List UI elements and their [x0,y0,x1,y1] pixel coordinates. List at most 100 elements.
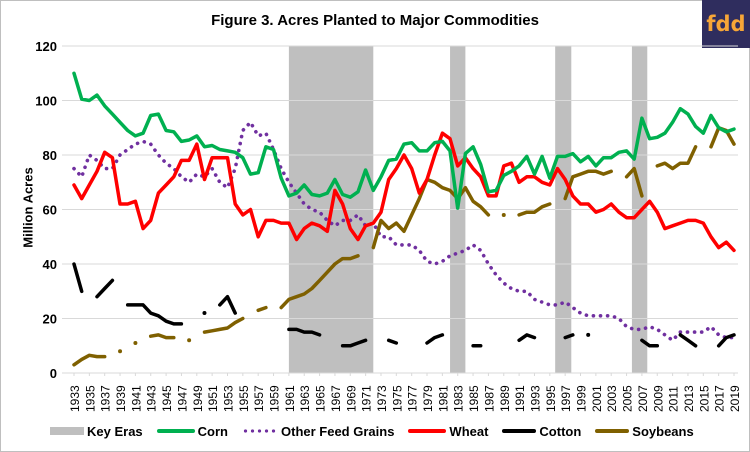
legend: Key Eras Corn Other Feed Grains Wheat Co… [50,419,750,443]
y-tick-label: 0 [50,366,57,381]
x-tick-label: 1977 [406,385,420,412]
x-tick-label: 1935 [83,385,97,412]
series-point-soybeans [501,212,506,217]
y-tick-label: 120 [35,39,57,54]
x-tick-label: 2007 [636,385,650,412]
x-tick-label: 1947 [175,385,189,412]
series-wheat [72,131,736,253]
x-tick-label: 1955 [237,385,251,412]
series-line-soybeans [371,177,491,250]
legend-item-soybeans: Soybeans [595,423,694,439]
x-tick-label: 2017 [713,385,727,412]
series-line-soybeans [517,202,552,217]
legend-label: Cotton [539,423,582,439]
x-tick-label: 1945 [160,385,174,412]
series-line-cotton [95,278,115,299]
series-line-cotton [517,333,537,343]
series-line-soybeans [279,254,360,310]
x-tick-label: 1949 [191,385,205,412]
x-tick-label: 1985 [467,385,481,412]
x-tick-label: 1953 [221,385,235,412]
x-tick-label: 2003 [605,385,619,412]
series-line-other-feed-grains [72,120,736,343]
x-tick-label: 1997 [559,385,573,412]
series-line-soybeans [655,145,698,171]
y-tick-label: 60 [43,203,57,218]
legend-label: Soybeans [632,423,694,439]
x-tick-label: 1943 [145,385,159,412]
series-line-cotton [563,333,575,340]
x-tick-label: 2011 [667,386,681,412]
y-tick-label: 20 [43,312,57,327]
x-tick-label: 2019 [728,385,742,412]
series-line-cotton [425,333,445,345]
fdd-logo: fdd [702,0,750,48]
series-line-cotton [340,338,368,348]
series-line-cotton [72,262,84,294]
x-tick-label: 1937 [99,385,113,412]
x-tick-label: 1965 [314,385,328,412]
series-soybeans [72,126,736,367]
x-tick-label: 1987 [482,385,496,412]
x-tick-label: 1973 [375,385,389,412]
legend-label: Other Feed Grains [281,423,395,439]
legend-swatch-key-eras [50,427,84,435]
legend-item-key-eras: Key Eras [50,424,143,439]
series-point-cotton [202,311,207,316]
x-tick-label: 1959 [268,385,282,412]
legend-item-wheat: Wheat [408,424,488,439]
series-point-soybeans [118,349,123,354]
legend-swatch-corn [156,429,195,433]
series-corn [72,71,736,210]
series-line-cotton [640,338,660,348]
y-tick-label: 40 [43,257,57,272]
series-line-cotton [287,327,322,337]
x-tick-label: 2013 [682,385,696,412]
series-line-cotton [125,303,184,326]
legend-swatch-cotton [502,429,537,433]
series-line-soybeans [256,305,268,313]
legend-item-cotton: Cotton [502,424,581,439]
legend-swatch-other-feed-grains [242,428,278,434]
x-tick-label: 2009 [651,385,665,412]
x-tick-label: 2005 [621,385,635,412]
x-tick-label: 1961 [283,385,297,412]
series-line-cotton [716,333,736,348]
series-line-soybeans [563,169,613,201]
series-point-soybeans [187,338,192,343]
series-line-cotton [218,294,237,315]
x-tick-label: 1933 [68,385,82,412]
x-tick-label: 1995 [544,385,558,412]
series-point-cotton [586,332,591,337]
legend-swatch-soybeans [595,429,630,433]
x-tick-label: 1999 [575,385,589,412]
legend-item-corn: Corn [156,423,228,439]
x-tick-label: 1963 [298,385,312,412]
x-tick-label: 1941 [129,385,143,412]
legend-label: Wheat [449,423,489,439]
x-tick-label: 2015 [697,385,711,412]
series-line-corn [72,71,736,210]
x-tick-label: 1989 [498,385,512,412]
series-line-wheat [72,131,736,253]
x-tick-label: 1939 [114,385,128,412]
series-line-soybeans [72,353,107,367]
legend-label: Key Eras [87,423,143,439]
x-tick-label: 1979 [421,385,435,412]
legend-swatch-wheat [408,429,447,433]
y-tick-label: 80 [43,148,57,163]
legend-label: Corn [197,423,228,439]
chart-title: Figure 3. Acres Planted to Major Commodi… [211,12,539,29]
series-line-soybeans [148,333,176,340]
x-tick-label: 1957 [252,385,266,412]
series-line-soybeans [624,166,644,198]
x-tick-label: 1967 [329,385,343,412]
series-cotton [72,262,736,348]
x-tick-label: 1975 [390,385,404,412]
x-tick-label: 1991 [513,385,527,412]
series-other-feed-grains [72,120,736,343]
series-line-soybeans [202,316,245,334]
series-line-cotton [678,333,698,348]
x-tick-label: 1983 [452,385,466,412]
